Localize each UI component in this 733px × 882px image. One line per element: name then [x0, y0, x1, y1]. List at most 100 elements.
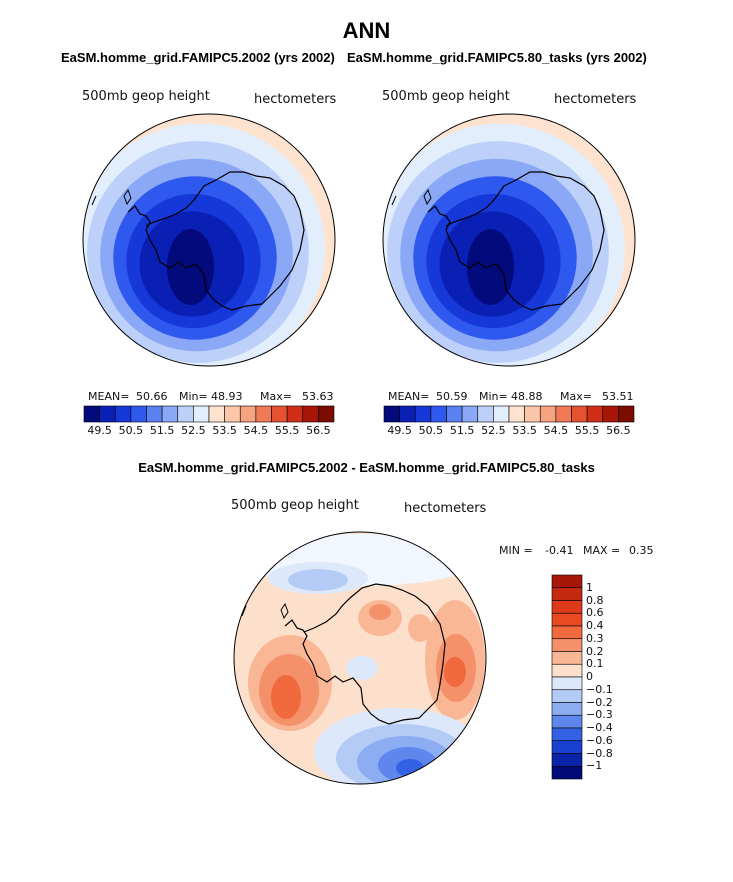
colorbar-3-swatch-12 — [551, 714, 583, 729]
colorbar-1-swatch-12 — [255, 405, 272, 423]
colorbar-3-swatch-10 — [551, 689, 583, 703]
colorbar-2-swatch-10 — [524, 405, 541, 423]
colorbar-2-tick-label: 54.5 — [543, 424, 569, 437]
panel-2-max-label: Max= — [560, 390, 592, 403]
panel-2-contour-band-4 — [400, 158, 593, 352]
diff-blob-white-north — [240, 534, 480, 586]
panel-2-contour-band-6 — [426, 193, 561, 329]
diff-blob-blue-north-outer — [268, 562, 368, 594]
panel-1-max-value: 53.63 — [302, 390, 334, 403]
panel-1-min-label: Min= — [179, 390, 208, 403]
colorbar-2-swatch-3 — [414, 405, 432, 423]
colorbar-2-swatch-8 — [493, 405, 510, 423]
colorbar-3-tick-label: 0 — [586, 670, 593, 683]
colorbar-2-swatch-11 — [539, 405, 557, 423]
colorbar-2-tick-label: 49.5 — [387, 424, 412, 437]
diff-blob-south-5 — [396, 759, 424, 777]
panel-1-units-label: hectometers — [254, 92, 337, 107]
colorbar-1-swatch-2 — [99, 405, 116, 423]
colorbar-2-tick-label: 56.5 — [606, 424, 631, 437]
colorbar-2-tick-label: 55.5 — [574, 424, 600, 437]
panel-2-coastline — [427, 171, 605, 311]
colorbar-3-tick-label: −0.8 — [586, 746, 613, 760]
diff-blob-center-1 — [358, 600, 402, 636]
colorbar-3-swatch-2 — [551, 587, 583, 601]
colorbar-1-swatch-15 — [302, 405, 319, 423]
panel-3-coastline — [284, 583, 446, 725]
colorbar-1-swatch-14 — [286, 405, 304, 423]
colorbar-3-swatch-11 — [551, 702, 583, 716]
colorbar-3-tick-label: −0.6 — [586, 733, 613, 747]
colorbar-3-swatch-13 — [551, 727, 583, 742]
panel-1-mean-value: 50.66 — [136, 390, 168, 403]
diff-blob-west-1 — [248, 635, 332, 731]
panel-1-coastline — [127, 171, 305, 311]
diff-blob-east-3 — [444, 657, 466, 687]
colorbar-3-swatch-16 — [551, 765, 583, 780]
colorbar-3-swatch-4 — [551, 612, 583, 627]
panel-2-contour-band-1 — [383, 114, 635, 366]
diff-blob-east-1 — [425, 600, 485, 720]
colorbar-1-swatch-9 — [208, 405, 225, 423]
colorbar-2-swatch-2 — [399, 405, 416, 423]
panel-2-units-label: hectometers — [554, 92, 637, 107]
colorbar-1-tick-label: 51.5 — [149, 424, 175, 437]
panel-2-subtitle: EaSM.homme_grid.FAMIPC5.80_tasks (yrs 20… — [347, 50, 647, 65]
diff-blob-west-2 — [259, 654, 319, 726]
panel-3-min-value: -0.41 — [545, 544, 574, 557]
panel-3-variable-label: 500mb geop height — [231, 498, 359, 513]
colorbar-3-tick-label: 0.6 — [586, 606, 604, 620]
colorbar-2-tick-label: 51.5 — [449, 424, 475, 437]
panel-3-max-value: 0.35 — [629, 544, 654, 557]
diff-blob-east-2 — [436, 634, 476, 702]
colorbar-1-tick-label: 56.5 — [306, 424, 331, 437]
colorbar-3-tick-label: 0.2 — [586, 644, 604, 658]
diff-field-background — [234, 532, 486, 784]
panel-1-mean-label: MEAN= — [88, 390, 130, 403]
colorbar-2-tick-label: 50.5 — [418, 424, 444, 437]
panel-3-colorbar — [551, 574, 583, 780]
panel-1-min-value: 48.93 — [211, 390, 243, 403]
colorbar-2-swatch-1 — [383, 405, 400, 423]
colorbar-1-tick-label: 49.5 — [87, 424, 112, 437]
colorbar-1-swatch-7 — [177, 405, 194, 423]
colorbar-3-swatch-5 — [551, 625, 583, 640]
colorbar-2-swatch-5 — [446, 405, 463, 423]
colorbar-1-swatch-4 — [130, 405, 147, 423]
panel-2-colorbar — [383, 405, 635, 423]
diff-blob-center-blue — [346, 656, 378, 680]
diff-blob-blue-north-inner — [288, 569, 348, 591]
panel-2-contour-band-7 — [439, 211, 545, 317]
colorbar-3-swatch-15 — [551, 753, 583, 767]
colorbar-1-swatch-5 — [146, 405, 163, 423]
colorbar-3-swatch-14 — [551, 740, 583, 754]
colorbar-3-swatch-9 — [551, 676, 583, 691]
colorbar-1-swatch-1 — [83, 405, 100, 423]
colorbar-3-tick-label: 0.1 — [586, 657, 604, 671]
colorbar-3-swatch-7 — [551, 651, 583, 665]
colorbar-2-tick-label: 53.5 — [512, 424, 537, 437]
colorbar-3-swatch-1 — [551, 574, 583, 589]
diff-blob-center-3 — [408, 614, 432, 642]
colorbar-3-tick-label: 0.3 — [586, 631, 604, 645]
colorbar-3-tick-label: −1 — [586, 759, 603, 773]
colorbar-2-swatch-6 — [461, 405, 479, 423]
colorbar-3-tick-label: 0.4 — [586, 619, 604, 632]
panel-2-mean-label: MEAN= — [388, 390, 430, 403]
colorbar-1-tick-label: 52.5 — [181, 424, 206, 437]
panel-1-coastline-island — [123, 188, 132, 206]
panel-1-colorbar — [83, 405, 335, 423]
panel-1-contour-band-7 — [139, 211, 245, 317]
colorbar-1-tick-label: 54.5 — [243, 424, 269, 437]
colorbar-3-tick-label: −0.2 — [586, 695, 613, 709]
panel-2-variable-label: 500mb geop height — [382, 89, 510, 104]
panel-2-min-label: Min= — [479, 390, 508, 403]
panel-2-contour-band-8 — [466, 229, 515, 305]
panel-2-contour-band-3 — [387, 141, 609, 363]
colorbar-1-tick-label: 53.5 — [212, 424, 237, 437]
colorbar-1-tick-label: 55.5 — [274, 424, 300, 437]
panel-2-min-value: 48.88 — [511, 390, 543, 403]
panel-1-contour-band-2 — [83, 123, 325, 366]
panel-1-contour-band-6 — [126, 193, 261, 329]
